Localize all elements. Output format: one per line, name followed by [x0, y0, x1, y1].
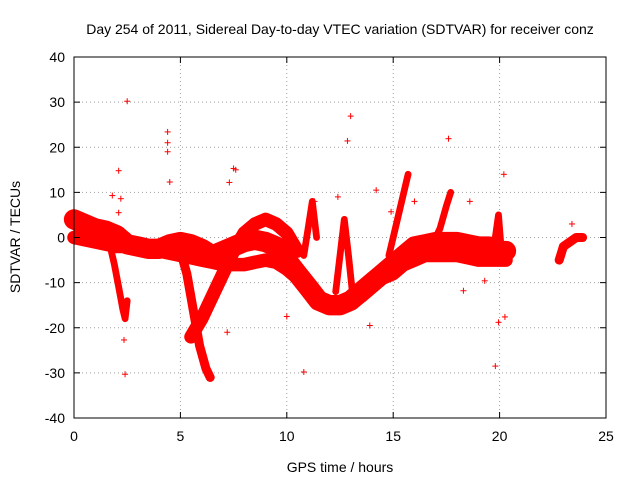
outlier-point — [117, 195, 124, 202]
x-tick-label: 20 — [492, 428, 508, 444]
outlier-point — [300, 368, 307, 375]
series-spike-12.6h — [332, 216, 357, 300]
outlier-point — [226, 179, 233, 186]
x-tick-label: 25 — [598, 428, 614, 444]
outlier-point — [500, 171, 507, 178]
series-upward-arc-7-10h — [184, 212, 305, 344]
outlier-point — [481, 277, 488, 284]
outlier-point — [344, 137, 351, 144]
outlier-point — [166, 178, 173, 185]
axis-ticks: -40 -30 -20 -10 0 10 20 30 40 0 5 10 15 20 25 — [45, 49, 614, 444]
outlier-point — [115, 167, 122, 174]
outlier-markers — [109, 98, 575, 378]
x-tick-label: 15 — [385, 428, 401, 444]
y-tick-label: 20 — [49, 139, 65, 155]
outlier-point — [492, 363, 499, 370]
outlier-point — [115, 209, 122, 216]
x-tick-label: 10 — [279, 428, 295, 444]
outlier-point — [445, 135, 452, 142]
outlier-point — [373, 187, 380, 194]
outlier-point — [122, 371, 129, 378]
chart-title: Day 254 of 2011, Sidereal Day-to-day VTE… — [86, 21, 594, 37]
x-tick-label: 0 — [70, 428, 78, 444]
outlier-point — [501, 313, 508, 320]
y-tick-label: 0 — [57, 230, 65, 246]
outlier-point — [466, 198, 473, 205]
y-tick-label: 10 — [49, 184, 65, 200]
series-dip-6h — [175, 246, 215, 382]
outlier-point — [366, 322, 373, 329]
y-tick-label: -40 — [45, 410, 65, 426]
outlier-point — [121, 336, 128, 343]
outlier-point — [202, 368, 209, 375]
series-dense-lower-band — [67, 230, 513, 312]
series-spike-15.5h — [385, 170, 412, 259]
outlier-point — [411, 198, 418, 205]
series-spike-17.5h — [428, 189, 455, 250]
outlier-point — [334, 193, 341, 200]
x-axis-label: GPS time / hours — [287, 459, 394, 475]
outlier-point — [224, 329, 231, 336]
series-spike-11h — [300, 198, 320, 259]
outlier-point — [164, 139, 171, 146]
outlier-point — [124, 98, 131, 105]
outlier-point — [460, 287, 467, 294]
series-tail-segment-23h — [554, 232, 588, 265]
x-tick-label: 5 — [177, 428, 185, 444]
series-spike-20h — [487, 211, 506, 259]
outlier-point — [109, 192, 116, 199]
outlier-point — [347, 113, 354, 120]
y-tick-label: -20 — [45, 320, 65, 336]
outlier-point — [283, 313, 290, 320]
outlier-point — [568, 220, 575, 227]
y-tick-label: 40 — [49, 49, 65, 65]
outlier-point — [232, 166, 239, 173]
y-tick-label: -10 — [45, 275, 65, 291]
outlier-point — [164, 128, 171, 135]
y-axis-label: SDTVAR / TECUs — [7, 181, 23, 293]
data-series — [63, 170, 588, 382]
outlier-point — [311, 198, 318, 205]
outlier-point — [164, 148, 171, 155]
outlier-point — [495, 319, 502, 326]
y-tick-label: 30 — [49, 94, 65, 110]
outlier-point — [388, 208, 395, 215]
y-tick-label: -30 — [45, 365, 65, 381]
series-dip-2h — [106, 243, 131, 323]
